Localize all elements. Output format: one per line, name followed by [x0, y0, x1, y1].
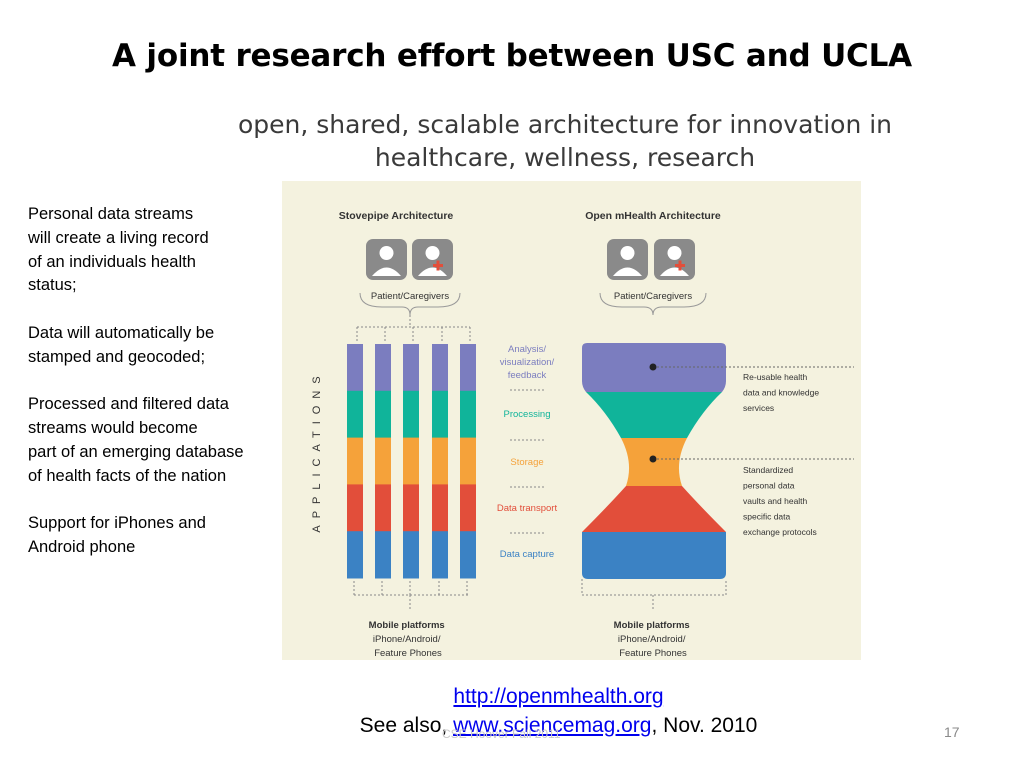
- stovepipe-segment: [432, 437, 448, 485]
- callout-dot: [649, 363, 657, 371]
- stovepipe-title: Stovepipe Architecture: [339, 210, 454, 222]
- mobile-platforms-label: Mobile platforms iPhone/Android/ Feature…: [614, 620, 693, 659]
- footer-text: CSE Hoover Fall 2011: [442, 727, 561, 741]
- openmhealth-title: Open mHealth Architecture: [585, 210, 721, 222]
- page-number: 17: [944, 724, 960, 740]
- links-block: http://openmhealth.org See also, www.sci…: [0, 682, 1024, 740]
- stovepipe-segment: [460, 484, 476, 532]
- layer-labels: Analysis/visualization/feedback Processin…: [497, 344, 558, 560]
- patient-icon: [607, 239, 648, 280]
- subtitle-line-1: open, shared, scalable architecture for …: [237, 110, 893, 139]
- slide-subtitle: open, shared, scalable architecture for …: [200, 108, 930, 174]
- stovepipe-segment: [460, 531, 476, 579]
- note-paragraph: Processed and filtered data streams woul…: [28, 395, 244, 485]
- layer-label: Storage: [510, 457, 543, 468]
- stovepipe-segment: [432, 484, 448, 532]
- stovepipe-column: [460, 344, 476, 579]
- stovepipe-segment: [347, 437, 363, 485]
- slide-title: A joint research effort between USC and …: [112, 38, 912, 74]
- stovepipe-segment: [432, 344, 448, 392]
- stovepipe-segment: [460, 344, 476, 392]
- hourglass-processing-layer: [586, 392, 722, 438]
- note-paragraph: Support for iPhones and Android phone: [28, 514, 206, 557]
- note-paragraph: Data will automatically be stamped and g…: [28, 323, 215, 366]
- patient-icon: [366, 239, 407, 280]
- mobile-platforms-label: Mobile platforms iPhone/Android/ Feature…: [369, 620, 448, 659]
- stovepipe-segment: [347, 390, 363, 439]
- stovepipe-segment: [347, 344, 363, 392]
- openmhealth-link[interactable]: http://openmhealth.org: [453, 685, 664, 708]
- stovepipe-columns: [347, 344, 476, 579]
- sciencemag-link[interactable]: www.sciencemag.org: [453, 714, 652, 737]
- caregiver-icon: [412, 239, 453, 280]
- layer-label: Data capture: [500, 549, 554, 560]
- stovepipe-segment: [347, 484, 363, 532]
- note-paragraph: Personal data streams will create a livi…: [28, 205, 209, 295]
- applications-label: APPLICATIONS: [311, 369, 323, 532]
- reusable-services-note: Re-usable health data and knowledge serv…: [743, 372, 821, 413]
- stovepipe-segment: [347, 531, 363, 579]
- connector-lines: [356, 315, 471, 341]
- stovepipe-segment: [403, 437, 419, 485]
- architecture-figure: Stovepipe Architecture Open mHealth Arch…: [282, 181, 861, 660]
- hourglass-capture-layer: [582, 532, 726, 579]
- stovepipe-segment: [432, 390, 448, 439]
- stovepipe-segment: [375, 390, 391, 439]
- see-also-suffix: , Nov. 2010: [651, 714, 758, 737]
- hourglass-transport-layer: [582, 486, 726, 532]
- stovepipe-segment: [403, 344, 419, 392]
- see-also-line: See also, www.sciencemag.org, Nov. 2010: [0, 711, 1024, 740]
- layer-label: Processing: [504, 409, 551, 420]
- patient-caregivers-label: Patient/Caregivers: [371, 291, 449, 302]
- stovepipe-segment: [375, 484, 391, 532]
- stovepipe-segment: [460, 390, 476, 439]
- subtitle-line-2: healthcare, wellness, research: [374, 143, 756, 172]
- patient-caregivers-label: Patient/Caregivers: [614, 291, 692, 302]
- stovepipe-column: [432, 344, 448, 579]
- layer-label: Data transport: [497, 503, 558, 514]
- callout-dot: [649, 455, 657, 463]
- stovepipe-column: [347, 344, 363, 579]
- stovepipe-segment: [375, 437, 391, 485]
- stovepipe-segment: [403, 390, 419, 439]
- stovepipe-segment: [432, 531, 448, 579]
- stovepipe-segment: [403, 531, 419, 579]
- see-also-prefix: See also,: [359, 714, 454, 737]
- stovepipe-segment: [375, 531, 391, 579]
- stovepipe-column: [375, 344, 391, 579]
- notes-text: Personal data streams will create a livi…: [28, 203, 293, 584]
- layer-label: Analysis/visualization/feedback: [500, 344, 555, 381]
- stovepipe-segment: [460, 437, 476, 485]
- caregiver-icon: [654, 239, 695, 280]
- standardized-protocols-note: Standardized personal data vaults and he…: [743, 465, 817, 537]
- stovepipe-segment: [403, 484, 419, 532]
- stovepipe-segment: [375, 344, 391, 392]
- brace: [599, 292, 707, 316]
- connector-lines: [353, 581, 470, 611]
- connector-lines: [581, 579, 727, 611]
- stovepipe-column: [403, 344, 419, 579]
